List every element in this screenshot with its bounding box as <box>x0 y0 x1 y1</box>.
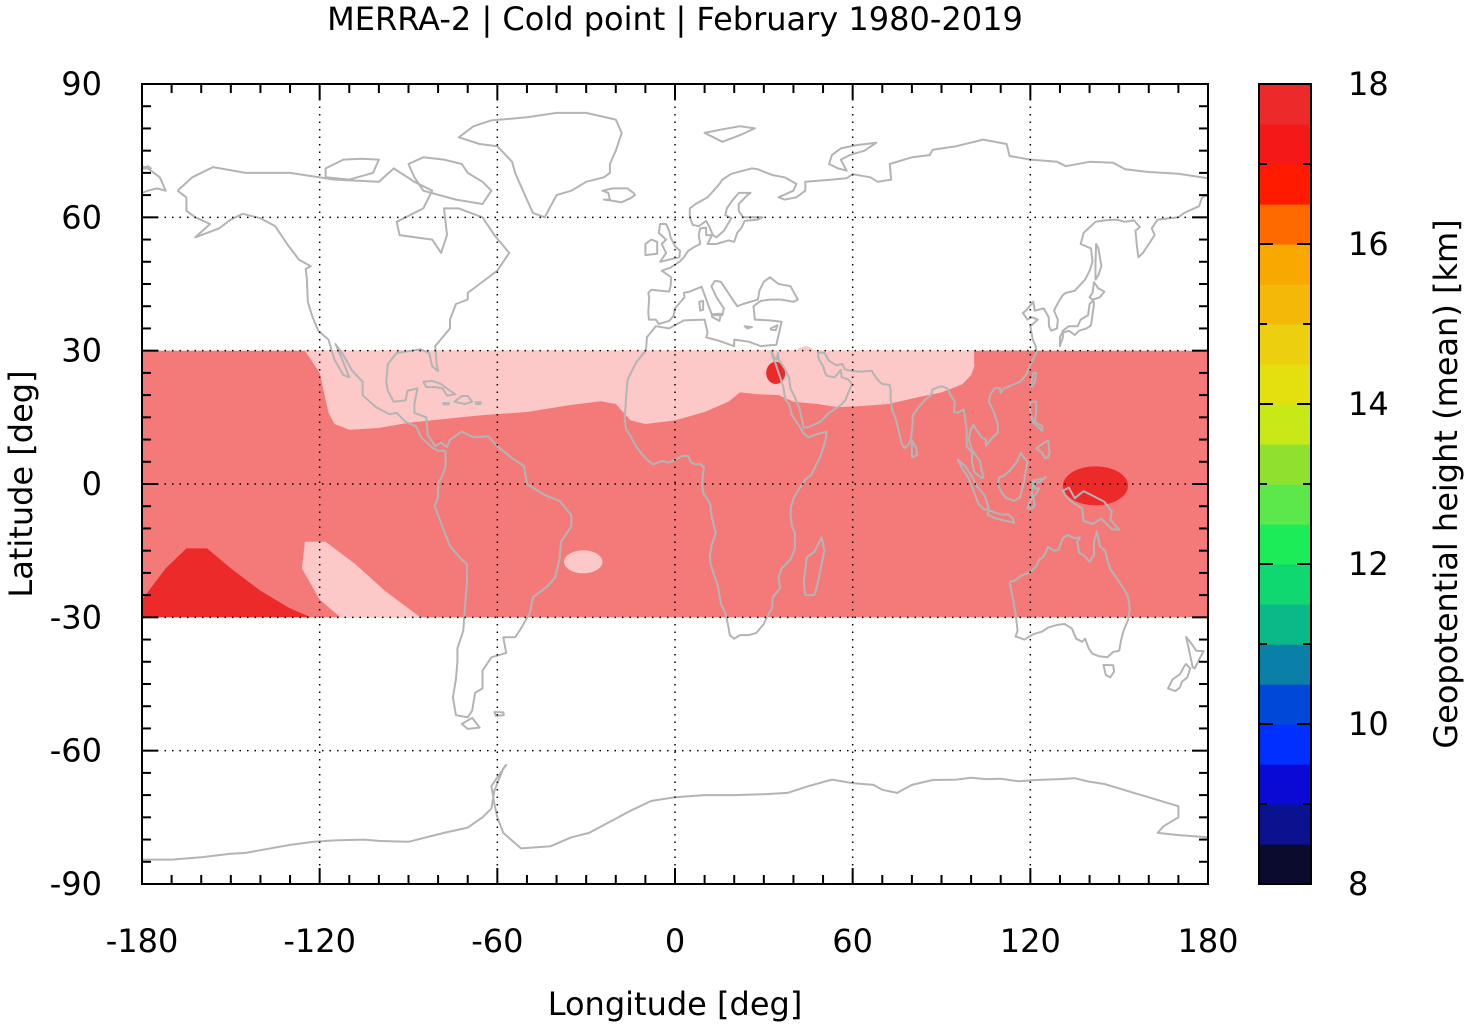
colorbar-segment <box>1259 244 1311 285</box>
island-outline <box>1102 663 1116 679</box>
island-outline <box>828 141 878 172</box>
data-region <box>142 548 311 618</box>
colorbar-label: Geopotential height (mean) [km] <box>1427 219 1465 748</box>
colorbar-segment <box>1259 364 1311 405</box>
island-outline <box>910 439 919 459</box>
data-region <box>301 541 421 618</box>
colorbar-segment <box>1259 484 1311 525</box>
x-tick-label: 0 <box>665 922 685 960</box>
island-outline <box>644 238 659 257</box>
island-outline <box>1029 400 1044 432</box>
colorbar-segment <box>1259 164 1311 205</box>
island-outline <box>698 299 705 312</box>
y-tick-label: -90 <box>50 865 102 903</box>
x-tick-label: -180 <box>106 922 179 960</box>
y-tick-label: -60 <box>50 732 102 770</box>
island-outline <box>422 379 457 397</box>
island-outline <box>769 324 779 332</box>
colorbar-segment <box>1259 604 1311 645</box>
colorbar-tick-label: 10 <box>1348 705 1389 743</box>
x-tick-label: 60 <box>832 922 873 960</box>
colorbar-tick-label: 12 <box>1348 545 1389 583</box>
island-outline <box>1026 476 1047 510</box>
island-outline <box>1088 281 1106 301</box>
colorbar-segment <box>1259 564 1311 605</box>
colorbar-segment <box>1259 204 1311 245</box>
island-outline <box>1058 299 1095 348</box>
island-outline <box>453 395 474 405</box>
island-outline <box>711 312 722 322</box>
island-outline <box>493 711 505 717</box>
colorbar-segment <box>1259 644 1311 685</box>
data-region <box>974 350 1034 382</box>
colorbar-segment <box>1259 724 1311 765</box>
tick-layer <box>141 83 1209 885</box>
y-tick-labels: -90 -60 -30 0 30 60 90 <box>50 65 102 903</box>
y-tick-label: 30 <box>61 332 102 370</box>
colorbar-segment <box>1259 764 1311 805</box>
island-outline <box>802 536 826 597</box>
island-outline <box>142 165 152 170</box>
island-outline <box>956 458 990 511</box>
colorbar-segment <box>1259 804 1311 845</box>
x-tick-label: 120 <box>1000 922 1061 960</box>
colorbar-tick-label: 8 <box>1348 865 1368 903</box>
y-tick-label: 60 <box>61 198 102 236</box>
y-axis-label: Latitude [deg] <box>2 370 40 597</box>
x-tick-label: 180 <box>1177 922 1238 960</box>
island-outline <box>986 509 1015 524</box>
island-outline <box>703 125 756 143</box>
island-outline <box>996 451 1029 502</box>
chart-title: MERRA-2 | Cold point | February 1980-201… <box>327 0 1023 38</box>
colorbar-tick-labels: 8 10 12 14 16 18 <box>1348 65 1389 903</box>
y-tick-label: 0 <box>82 465 102 503</box>
colorbar-segment <box>1259 84 1311 125</box>
island-outline <box>442 402 451 406</box>
data-region <box>793 346 818 373</box>
colorbar-segment <box>1259 524 1311 565</box>
island-outline <box>657 223 681 263</box>
coastline <box>1008 530 1131 659</box>
x-axis-label: Longitude [deg] <box>548 985 803 1023</box>
island-outline <box>1094 243 1103 281</box>
x-tick-labels: -180 -120 -60 0 60 120 180 <box>106 922 1239 960</box>
colorbar-tick-label: 16 <box>1348 225 1389 263</box>
x-tick-label: -120 <box>283 922 356 960</box>
colorbar-segment <box>1259 284 1311 325</box>
island-outline <box>601 187 636 204</box>
colorbar <box>1259 84 1311 885</box>
island-outline <box>324 157 380 181</box>
colorbar-tick-label: 14 <box>1348 385 1389 423</box>
coastline <box>176 166 573 719</box>
grid-layer <box>142 84 1208 884</box>
colorbar-segment <box>1259 444 1311 485</box>
island-outline <box>1035 439 1051 460</box>
x-tick-label: -60 <box>471 922 523 960</box>
island-outline <box>1029 371 1038 388</box>
island-outline <box>460 716 481 730</box>
data-region <box>1062 466 1129 506</box>
data-region <box>563 550 603 574</box>
y-tick-label: -30 <box>50 598 102 636</box>
island-outline <box>1185 635 1205 670</box>
island-outline <box>743 325 753 330</box>
coastline-layer <box>142 111 1208 861</box>
colorbar-segment <box>1259 684 1311 725</box>
colorbar-segment <box>1259 404 1311 445</box>
colorbar-segment <box>1259 124 1311 165</box>
island-outline <box>407 156 493 205</box>
colorbar-segment <box>1259 324 1311 365</box>
colorbar-segment <box>1259 844 1311 885</box>
colorbar-tick-label: 18 <box>1348 65 1389 103</box>
plot-area <box>142 84 1208 884</box>
island-outline <box>457 111 623 219</box>
island-outline <box>1061 486 1121 531</box>
y-tick-label: 90 <box>61 65 102 103</box>
island-outline <box>1167 663 1192 693</box>
coastline <box>623 138 1208 419</box>
coastline <box>623 194 1208 640</box>
colorbar-frame <box>1258 83 1312 885</box>
island-outline <box>474 401 482 405</box>
